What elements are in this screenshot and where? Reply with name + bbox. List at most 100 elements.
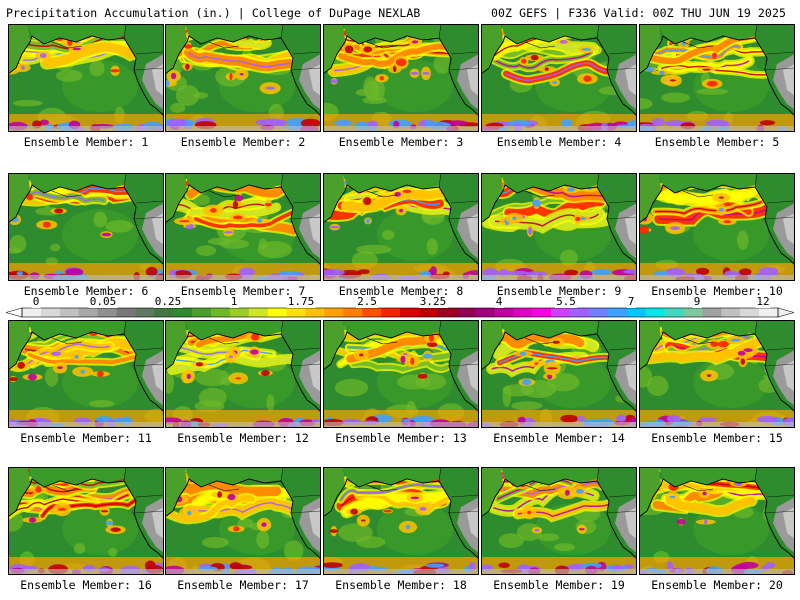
precipitation-map — [8, 173, 164, 281]
precipitation-map — [639, 320, 795, 428]
ensemble-member-map — [639, 320, 795, 428]
precipitation-map — [323, 320, 479, 428]
colorbar-swatch — [40, 308, 61, 317]
precipitation-map — [165, 24, 321, 132]
colorbar-tick-label: 5.5 — [555, 295, 577, 308]
colorbar-swatch — [59, 308, 79, 317]
colorbar-swatch — [135, 308, 155, 317]
colorbar-swatch — [116, 308, 136, 317]
precipitation-colorbar — [6, 307, 794, 318]
colorbar-swatch — [211, 308, 231, 317]
colorbar-swatch — [305, 308, 325, 317]
ensemble-member-label: Ensemble Member: 20 — [651, 578, 783, 592]
ensemble-member-label: Ensemble Member: 10 — [651, 284, 783, 298]
ensemble-member-map — [639, 173, 795, 281]
colorbar-swatch — [154, 308, 174, 317]
colorbar-tick-label: 12 — [755, 295, 771, 308]
ensemble-member-map — [165, 467, 321, 575]
colorbar-swatch — [267, 308, 287, 317]
ensemble-member-label: Ensemble Member: 16 — [20, 578, 152, 592]
ensemble-member-label: Ensemble Member: 6 — [23, 284, 149, 298]
ensemble-member-map — [165, 173, 321, 281]
precipitation-map — [165, 320, 321, 428]
colorbar-tick-label: 2.5 — [356, 295, 378, 308]
colorbar-swatch — [437, 308, 457, 317]
colorbar-swatch — [343, 308, 363, 317]
colorbar-swatch — [759, 308, 779, 317]
colorbar-tick-label: 0 — [31, 295, 41, 308]
ensemble-member-map — [323, 24, 479, 132]
ensemble-member-label: Ensemble Member: 7 — [180, 284, 306, 298]
ensemble-member-label: Ensemble Member: 3 — [338, 135, 464, 149]
ensemble-member-map — [165, 24, 321, 132]
colorbar-swatch — [626, 308, 646, 317]
precipitation-map — [481, 467, 637, 575]
colorbar-swatch — [513, 308, 533, 317]
colorbar-swatch — [532, 308, 552, 317]
ensemble-member-label: Ensemble Member: 12 — [177, 431, 309, 445]
ensemble-member-map — [481, 467, 637, 575]
colorbar-swatch — [324, 308, 344, 317]
ensemble-member-map — [481, 173, 637, 281]
colorbar-swatch — [645, 308, 665, 317]
colorbar-swatch — [664, 308, 684, 317]
colorbar-swatch — [381, 308, 401, 317]
ensemble-member-map — [165, 320, 321, 428]
precipitation-map — [639, 173, 795, 281]
ensemble-member-map — [481, 320, 637, 428]
colorbar-swatch — [97, 308, 117, 317]
colorbar-swatch — [173, 308, 193, 317]
ensemble-member-map — [323, 173, 479, 281]
precipitation-map — [323, 173, 479, 281]
colorbar-swatch — [702, 308, 722, 317]
colorbar-swatch — [589, 308, 609, 317]
model-run-info: 00Z GEFS | F336 Valid: 00Z THU JUN 19 20… — [491, 6, 786, 20]
colorbar-tick-label: 0.25 — [153, 295, 183, 308]
ensemble-member-map — [8, 467, 164, 575]
colorbar-swatch — [721, 308, 741, 317]
colorbar-swatch — [22, 308, 42, 317]
colorbar-swatch — [740, 308, 760, 317]
ensemble-member-label: Ensemble Member: 19 — [493, 578, 625, 592]
colorbar-swatch — [475, 308, 495, 317]
colorbar-swatch — [456, 308, 476, 317]
precipitation-map — [639, 24, 795, 132]
ensemble-member-label: Ensemble Member: 15 — [651, 431, 783, 445]
colorbar-swatch — [551, 308, 571, 317]
precipitation-map — [481, 24, 637, 132]
ensemble-member-map — [8, 320, 164, 428]
colorbar-swatch — [418, 308, 439, 317]
ensemble-member-map — [323, 467, 479, 575]
colorbar-swatch — [570, 308, 590, 317]
colorbar-swatch — [78, 308, 98, 317]
ensemble-member-label: Ensemble Member: 14 — [493, 431, 625, 445]
precipitation-map — [165, 173, 321, 281]
colorbar-swatch — [362, 308, 382, 317]
precipitation-map — [8, 24, 164, 132]
precipitation-map — [481, 320, 637, 428]
colorbar-swatch — [400, 308, 420, 317]
ensemble-member-map — [323, 320, 479, 428]
precipitation-map — [323, 24, 479, 132]
colorbar-tick-label: 9 — [692, 295, 702, 308]
ensemble-member-map — [8, 24, 164, 132]
colorbar-tick-labels: 0 0.05 0.25 1 1.75 2.5 3.25 4 5.5 7 9 12 — [0, 296, 800, 308]
ensemble-member-map — [639, 24, 795, 132]
precipitation-map — [639, 467, 795, 575]
colorbar-swatch — [607, 308, 628, 317]
ensemble-member-label: Ensemble Member: 11 — [20, 431, 152, 445]
colorbar-tick-label: 1 — [229, 295, 239, 308]
colorbar-tick-label: 7 — [626, 295, 636, 308]
colorbar-tick-label: 4 — [494, 295, 504, 308]
ensemble-member-map — [481, 24, 637, 132]
ensemble-member-map — [8, 173, 164, 281]
precipitation-map — [481, 173, 637, 281]
colorbar-swatch — [286, 308, 306, 317]
precipitation-map — [165, 467, 321, 575]
ensemble-member-label: Ensemble Member: 13 — [335, 431, 467, 445]
colorbar-tick-label: 3.25 — [418, 295, 448, 308]
precipitation-map — [8, 467, 164, 575]
colorbar-max-arrow — [777, 307, 794, 318]
colorbar-tick-label: 0.05 — [88, 295, 118, 308]
colorbar-swatch — [229, 308, 250, 317]
